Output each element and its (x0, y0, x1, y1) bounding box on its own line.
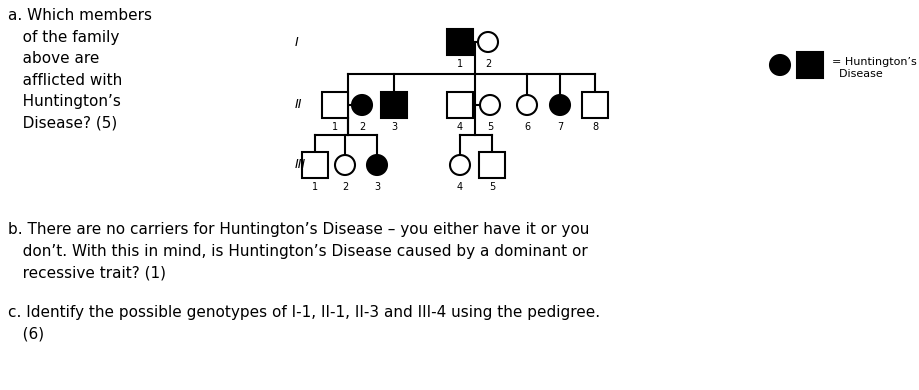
Text: 2: 2 (484, 59, 491, 69)
Text: 5: 5 (486, 122, 493, 132)
Circle shape (769, 55, 789, 75)
Text: III: III (295, 158, 306, 172)
Text: 5: 5 (488, 182, 494, 192)
Bar (447, 29, 472, 55)
Circle shape (516, 95, 537, 115)
Text: 4: 4 (457, 122, 462, 132)
Bar (301, 152, 328, 178)
Text: = Huntington’s
  Disease: = Huntington’s Disease (831, 57, 915, 79)
Text: 4: 4 (457, 182, 462, 192)
Circle shape (478, 32, 497, 52)
Text: a. Which members
   of the family
   above are
   afflicted with
   Huntington’s: a. Which members of the family above are… (8, 8, 152, 131)
Text: 1: 1 (332, 122, 337, 132)
Text: 1: 1 (457, 59, 462, 69)
Bar (479, 152, 505, 178)
Circle shape (352, 95, 371, 115)
Text: b. There are no carriers for Huntington’s Disease – you either have it or you
  : b. There are no carriers for Huntington’… (8, 222, 589, 280)
Bar (796, 52, 823, 78)
Text: 1: 1 (312, 182, 318, 192)
Text: 2: 2 (342, 182, 347, 192)
Circle shape (335, 155, 355, 175)
Circle shape (367, 155, 387, 175)
Text: 6: 6 (523, 122, 529, 132)
Circle shape (550, 95, 570, 115)
Bar (380, 92, 406, 118)
Circle shape (449, 155, 470, 175)
Text: 8: 8 (591, 122, 597, 132)
Text: 3: 3 (391, 122, 397, 132)
Text: c. Identify the possible genotypes of I-1, II-1, II-3 and III-4 using the pedigr: c. Identify the possible genotypes of I-… (8, 305, 599, 342)
Text: II: II (295, 99, 302, 112)
Text: 7: 7 (556, 122, 562, 132)
Bar (582, 92, 607, 118)
Text: 2: 2 (358, 122, 365, 132)
Circle shape (480, 95, 499, 115)
Bar (322, 92, 347, 118)
Text: 3: 3 (373, 182, 380, 192)
Text: I: I (295, 35, 299, 48)
Bar (447, 92, 472, 118)
